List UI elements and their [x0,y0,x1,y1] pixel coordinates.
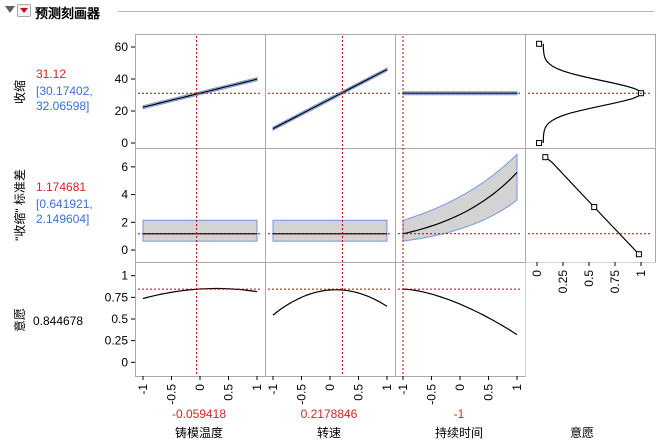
profiler-title: 预测刻画器 [35,7,101,22]
row-label-shrink: 收缩 31.12 [30.17402, 32.06598] [12,67,93,113]
title-rule [118,11,654,12]
desirability-tick-label: 0.25 [556,270,570,294]
y-tick-label: 0.75 [105,290,129,304]
confidence-band [142,219,258,242]
x-tick-label: 1 [250,384,264,391]
x-axes: -1 -0.5 0 0.5 1 -1 -0.5 0 0.5 1 -1 -0.5 0 0.5 10 0.25 0.… [136,262,648,405]
red-triangle-menu-button[interactable] [17,4,31,17]
x-tick-label: 0.5 [222,384,236,401]
y-tick-label: 2 [121,215,128,229]
desirability-handle[interactable] [536,140,543,146]
x-tick-label: -0.5 [425,384,439,405]
y-tick-label: 1 [121,269,128,283]
desirability-tick-label: 0.75 [608,270,622,294]
factor-value-duration[interactable]: -1 [454,407,465,421]
current-value-guides [138,36,652,374]
desirability-handle[interactable] [591,204,598,211]
prediction-trace [402,171,518,235]
response-value-shrink: 31.12 [36,67,66,81]
y-tick-label: 0 [121,355,128,369]
y-tick-label: 0 [121,243,128,257]
factor-value-mold-temp[interactable]: -0.059418 [172,407,226,421]
response-name-shrink: 收缩 [12,80,27,104]
response-ci-high-shrink: 32.06598] [36,99,89,113]
profiler-title-bar: 预测刻画器 [0,0,658,22]
y-tick-label: 4 [121,188,128,202]
response-value-desirability: 0.844678 [33,314,83,328]
x-tick-label: -1 [396,384,410,395]
confidence-band [272,219,388,242]
profiler-panels [135,34,656,377]
x-tick-label: 0 [193,384,207,391]
factor-name-mold-temp: 铸模温度 [175,425,223,440]
x-tick-label: -0.5 [165,384,179,405]
panel-frame [265,34,396,149]
y-tick-label: 0.5 [111,312,128,326]
row-label-sd: "收缩" 标准差 1.174681 [0.641921, 2.149604] [12,169,93,241]
desirability-handle[interactable] [542,154,549,161]
response-ci-low-sd: [0.641921, [36,197,93,211]
factor-labels: -0.059418 0.2178846 -1 铸模温度 转速 持续时间 意愿 [172,407,594,440]
x-tick-label: 0.5 [482,384,496,401]
y-tick-label: 6 [121,160,128,174]
desirability-handle[interactable] [536,40,543,47]
empty-corner [525,262,656,377]
response-ci-low-shrink: [30.17402, [36,84,93,98]
panel-frame [265,148,396,263]
panel-frame [265,262,396,377]
y-tick-label: 0.25 [105,334,129,348]
prediction-trace [272,68,388,130]
x-tick-label: 1 [380,384,394,391]
desirability-tick-label: 0 [530,270,544,277]
x-tick-label: 0 [323,384,337,391]
desirability-trace [402,288,518,336]
desirability-handle[interactable] [635,251,642,258]
response-name-desirability: 意愿 [12,308,27,332]
factor-name-speed: 转速 [317,425,341,440]
collapse-triangle-icon[interactable] [5,6,15,13]
desirability-trace [272,289,388,316]
desirability-tick-label: 0.5 [582,270,596,287]
panel-frame [525,148,656,263]
x-tick-label: 0.5 [352,384,366,401]
x-tick-label: 0 [453,384,467,391]
confidence-band [402,153,518,242]
x-tick-label: -1 [136,384,150,395]
desirability-function [544,156,640,255]
row-label-desirability: 意愿 0.844678 [12,308,83,332]
desirability-tick-label: 1 [634,270,648,277]
y-tick-label: 60 [115,40,129,54]
response-value-sd: 1.174681 [36,180,86,194]
response-ci-high-sd: 2.149604] [36,212,89,226]
factor-value-speed[interactable]: 0.2178846 [301,407,358,421]
y-tick-label: 20 [115,104,129,118]
x-tick-label: 1 [510,384,524,391]
y-tick-label: 40 [115,72,129,86]
factor-name-duration: 持续时间 [435,425,483,440]
x-tick-label: -0.5 [295,384,309,405]
x-tick-label: -1 [266,384,280,395]
panel-frame [135,262,266,377]
response-name-sd: "收缩" 标准差 [12,169,27,241]
panel-frame [395,262,526,377]
desirability-axis-name: 意愿 [570,425,594,440]
panel-frame [525,34,656,149]
y-tick-label: 0 [121,136,128,150]
panel-frame [135,148,266,263]
